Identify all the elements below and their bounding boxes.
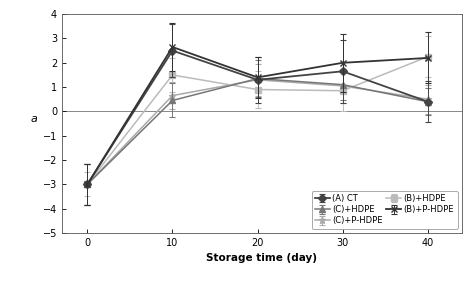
Y-axis label: a: a xyxy=(31,114,38,124)
X-axis label: Storage time (day): Storage time (day) xyxy=(206,253,317,263)
Legend: (A) CT, (C)+HDPE, (C)+P-HDPE, (B)+HDPE, (B)+P-HDPE: (A) CT, (C)+HDPE, (C)+P-HDPE, (B)+HDPE, … xyxy=(312,191,457,229)
